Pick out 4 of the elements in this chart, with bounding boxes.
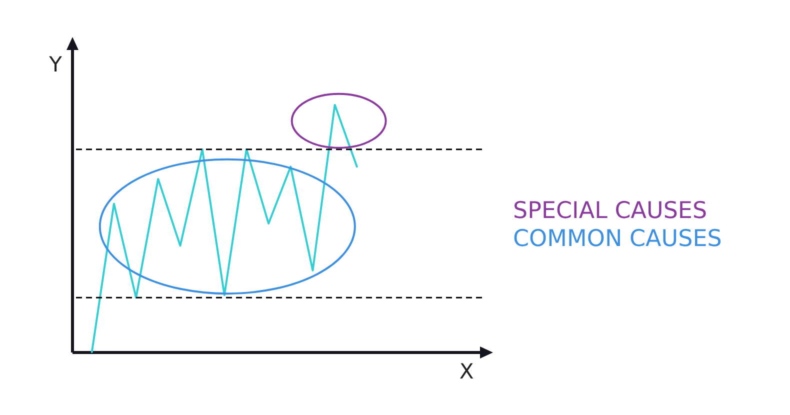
text: SPECIAL CAUSES (513, 198, 708, 224)
text: COMMON CAUSES (513, 226, 722, 252)
x-axis-title: X (459, 360, 474, 384)
y-axis-title: Y (48, 52, 62, 76)
